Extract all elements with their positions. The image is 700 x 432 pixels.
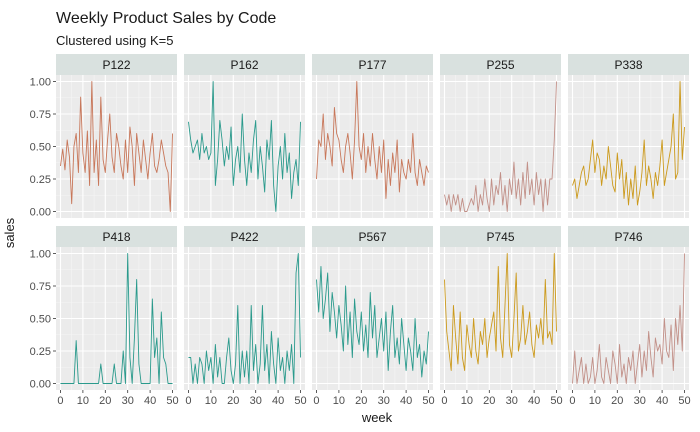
x-tick-label: 30: [506, 395, 518, 407]
chart-title: Weekly Product Sales by Code: [56, 10, 276, 27]
facet-strip-label: P162: [230, 58, 258, 72]
x-tick-label: 40: [400, 395, 412, 407]
x-tick-label: 20: [227, 395, 239, 407]
x-tick-label: 40: [656, 395, 668, 407]
series-line-p746: [572, 253, 685, 384]
y-tick-label: 0.75: [30, 281, 51, 293]
y-tick-label: 0.25: [30, 174, 51, 186]
x-tick-label: 20: [355, 395, 367, 407]
x-tick-label: 20: [483, 395, 495, 407]
series-line-p567: [316, 266, 429, 378]
facet-strip-label: P745: [486, 230, 514, 244]
facet-strip: [312, 54, 433, 75]
series-line-p122: [60, 81, 173, 212]
y-tick-label: 1.00: [30, 249, 51, 261]
facet-panel-p422: P422 0 10 20 30 40 50: [184, 226, 307, 407]
series-line-p162: [188, 81, 301, 212]
facet-panel-p567: P567 0 10 20 30 40 50: [312, 226, 435, 407]
series-line-p418: [60, 253, 173, 384]
facet-strip: [184, 226, 305, 247]
series-line-p177: [316, 81, 429, 199]
x-tick-label: 40: [272, 395, 284, 407]
series-line-p422: [188, 253, 301, 384]
x-tick-label: 0: [185, 395, 191, 407]
x-tick-label: 50: [166, 395, 178, 407]
y-axis-title: sales: [2, 217, 17, 248]
x-tick-label: 20: [611, 395, 623, 407]
series-line-p255: [444, 81, 557, 212]
facet-panel-p122: P122 0.00 0.25 0.50 0.75 1.00: [30, 54, 177, 219]
x-tick-label: 50: [294, 395, 306, 407]
x-tick-label: 0: [569, 395, 575, 407]
facet-strip-label: P567: [358, 230, 386, 244]
chart-subtitle: Clustered using K=5: [56, 33, 173, 48]
x-tick-label: 10: [205, 395, 217, 407]
x-tick-label: 50: [422, 395, 434, 407]
x-tick-label: 10: [333, 395, 345, 407]
facet-strip: [568, 54, 689, 75]
y-tick-label: 0.00: [30, 207, 51, 219]
facet-strip-label: P422: [230, 230, 258, 244]
x-tick-label: 20: [99, 395, 111, 407]
facet-strip-label: P122: [102, 58, 130, 72]
facet-panel-p338: P338: [568, 54, 689, 218]
facet-strip: [184, 54, 305, 75]
y-tick-label: 0.25: [30, 346, 51, 358]
facet-panel-p177: P177: [312, 54, 433, 218]
x-tick-label: 10: [589, 395, 601, 407]
facet-strip: [312, 226, 433, 247]
x-tick-label: 0: [441, 395, 447, 407]
y-tick-label: 0.00: [30, 379, 51, 391]
facet-panel-p255: P255: [440, 54, 561, 218]
x-tick-label: 50: [678, 395, 690, 407]
y-tick-label: 0.50: [30, 142, 51, 154]
facet-strip-label: P177: [358, 58, 386, 72]
x-tick-label: 30: [634, 395, 646, 407]
x-tick-label: 0: [313, 395, 319, 407]
facet-panel-p418: P418 0.00 0.25 0.50 0.75 1.00 0 10 20 30 40 50: [30, 226, 179, 407]
x-tick-label: 10: [461, 395, 473, 407]
x-tick-label: 40: [528, 395, 540, 407]
y-tick-label: 0.50: [30, 314, 51, 326]
x-tick-label: 30: [250, 395, 262, 407]
facet-strip-label: P338: [614, 58, 642, 72]
x-tick-label: 30: [122, 395, 134, 407]
facet-strip-label: P255: [486, 58, 514, 72]
x-tick-label: 30: [378, 395, 390, 407]
facet-strip-label: P746: [614, 230, 642, 244]
series-line-p745: [444, 253, 557, 371]
series-line-p338: [572, 81, 685, 206]
facet-strip: [56, 226, 177, 247]
facet-panel-p745: P745 0 10 20 30 40 50: [440, 226, 563, 407]
facet-strip: [56, 54, 177, 75]
facet-panels: P122 0.00 0.25 0.50 0.75 1.00 P162 P177 P255 P338…: [30, 54, 691, 407]
y-tick-label: 0.75: [30, 109, 51, 121]
facet-strip: [440, 226, 561, 247]
x-tick-label: 10: [77, 395, 89, 407]
x-tick-label: 40: [144, 395, 156, 407]
facet-strip: [568, 226, 689, 247]
facet-panel-p746: P746 0 10 20 30 40 50: [568, 226, 691, 407]
x-tick-label: 50: [550, 395, 562, 407]
x-axis-title: week: [361, 410, 393, 425]
facet-strip-label: P418: [102, 230, 130, 244]
x-tick-label: 0: [57, 395, 63, 407]
y-tick-label: 1.00: [30, 77, 51, 89]
facet-panel-p162: P162: [184, 54, 305, 218]
facet-strip: [440, 54, 561, 75]
